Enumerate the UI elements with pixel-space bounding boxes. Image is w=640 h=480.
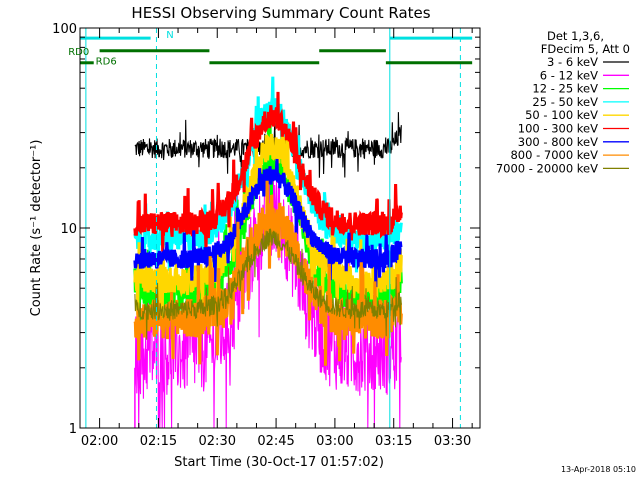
legend-label-5: 100 - 300 keV [518, 122, 598, 136]
y-axis-label: Count Rate (s⁻¹ detector⁻¹) [29, 140, 44, 317]
series-line-6 [133, 158, 403, 288]
series-line-2 [133, 117, 403, 336]
y-tick-label-1: 10 [60, 222, 77, 237]
x-tick-label-1: 02:15 [140, 434, 177, 449]
legend-label-1: 6 - 12 keV [540, 68, 598, 82]
legend-label-6: 300 - 800 keV [518, 135, 598, 149]
chart-title: HESSI Observing Summary Count Rates [131, 4, 430, 22]
legend-header-line1: Det 1,3,6, [547, 29, 604, 43]
flag-label-n: N [166, 30, 173, 41]
legend-label-0: 3 - 6 keV [547, 55, 598, 69]
x-tick-label-5: 03:15 [375, 434, 412, 449]
series-line-7 [133, 180, 403, 366]
x-tick-label-2: 02:30 [199, 434, 236, 449]
axes: N RD0 RD6 02:00 02:15 02:30 02:45 03:00 03:15 03:… [52, 22, 480, 449]
series-line-5 [133, 91, 403, 252]
x-tick-label-6: 03:30 [434, 434, 471, 449]
legend-label-2: 12 - 25 keV [532, 82, 598, 96]
y-tick-label-0: 1 [69, 422, 77, 437]
x-tick-label-4: 03:00 [316, 434, 353, 449]
series-line-4 [133, 131, 403, 321]
plot-area [80, 28, 473, 428]
x-tick-label-0: 02:00 [81, 434, 118, 449]
x-tick-label-3: 02:45 [257, 434, 294, 449]
series-line-8 [134, 228, 402, 340]
x-axis-label: Start Time (30-Oct-17 01:57:02) [174, 455, 384, 470]
legend-header-line2: FDecim 5, Att 0 [541, 42, 630, 56]
y-tick-label-2: 100 [52, 22, 77, 37]
flag-label-rd6: RD6 [96, 56, 117, 67]
render-timestamp: 13-Apr-2018 05:10 [561, 465, 636, 474]
flag-label-rd0: RD0 [68, 47, 89, 58]
legend-label-8: 7000 - 20000 keV [496, 161, 598, 175]
legend-label-4: 50 - 100 keV [525, 108, 598, 122]
legend-label-7: 800 - 7000 keV [510, 148, 598, 162]
legend-label-3: 25 - 50 keV [532, 95, 598, 109]
